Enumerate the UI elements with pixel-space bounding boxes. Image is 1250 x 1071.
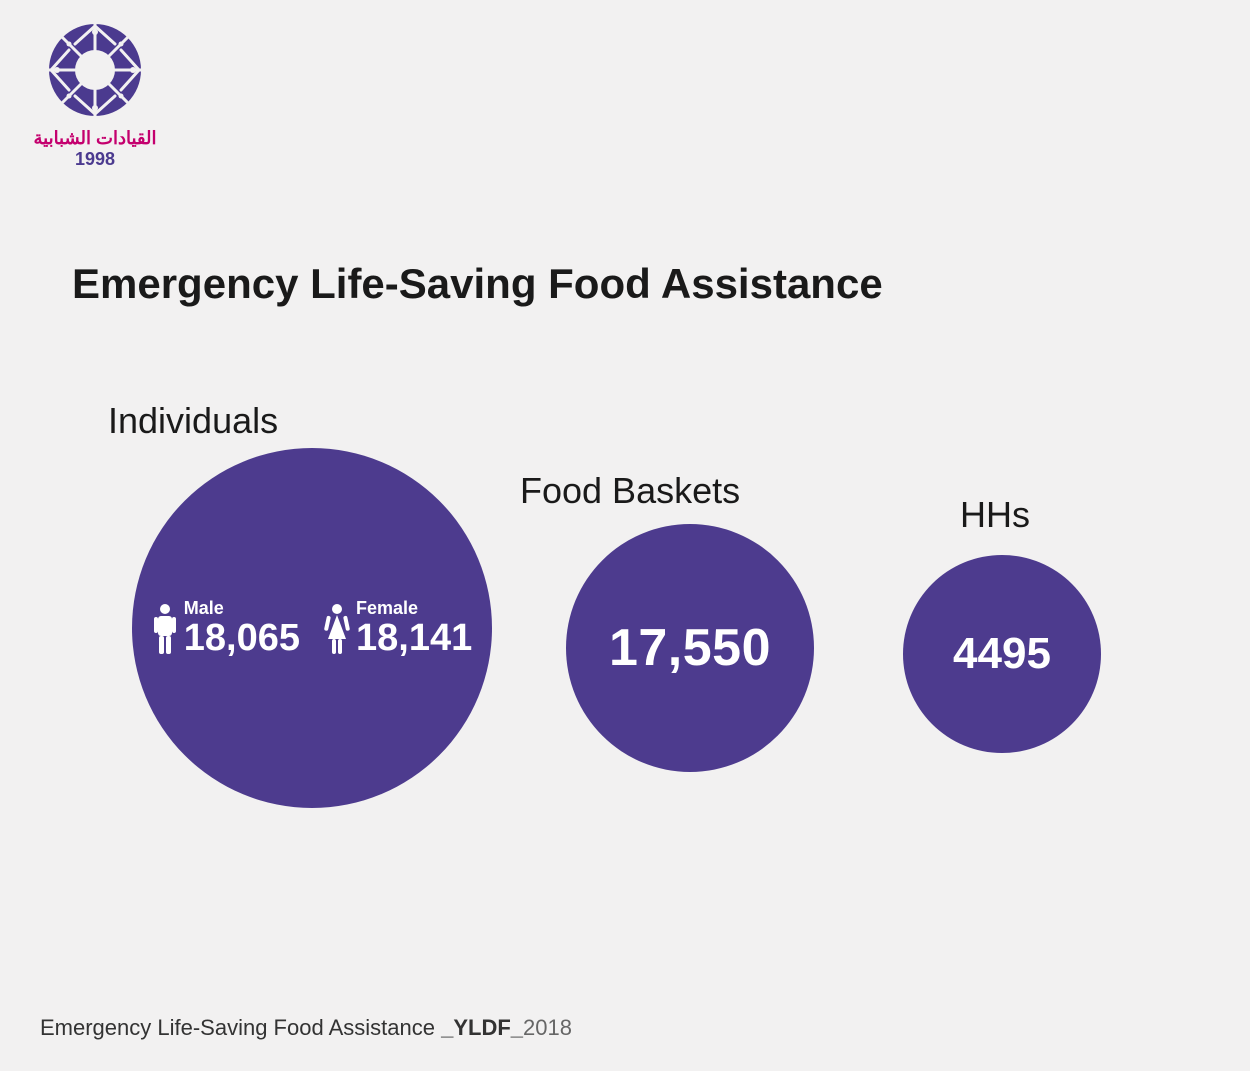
- page-title: Emergency Life-Saving Food Assistance: [72, 260, 883, 308]
- logo-mark-icon: [45, 20, 145, 120]
- bubble-chart: Individuals Male 18,065: [0, 390, 1250, 870]
- male-label: Male: [184, 599, 224, 617]
- female-icon: [324, 603, 350, 657]
- hhs-value: 4495: [953, 629, 1051, 679]
- male-icon: [152, 603, 178, 657]
- footer-caption: Emergency Life-Saving Food Assistance _Y…: [40, 1015, 572, 1041]
- bubble-hhs: 4495: [903, 555, 1101, 753]
- logo-script-text: القيادات الشبابية: [30, 129, 160, 147]
- bubble-individuals: Male 18,065 Female 18,141: [132, 448, 492, 808]
- female-label: Female: [356, 599, 418, 617]
- individuals-female: Female 18,141: [324, 599, 472, 657]
- bubble-label-individuals: Individuals: [108, 400, 278, 442]
- individuals-breakdown: Male 18,065 Female 18,141: [152, 599, 472, 657]
- bubble-label-hhs: HHs: [960, 494, 1030, 536]
- individuals-male: Male 18,065: [152, 599, 300, 657]
- male-value: 18,065: [184, 619, 300, 657]
- female-value: 18,141: [356, 619, 472, 657]
- logo-year: 1998: [30, 149, 160, 170]
- logo: القيادات الشبابية 1998: [30, 20, 160, 170]
- bubble-label-food-baskets: Food Baskets: [520, 470, 740, 512]
- food-baskets-value: 17,550: [609, 618, 771, 678]
- footer-org: _YLDF_: [441, 1015, 523, 1040]
- bubble-food-baskets: 17,550: [566, 524, 814, 772]
- footer-prefix: Emergency Life-Saving Food Assistance: [40, 1015, 441, 1040]
- footer-year: 2018: [523, 1015, 572, 1040]
